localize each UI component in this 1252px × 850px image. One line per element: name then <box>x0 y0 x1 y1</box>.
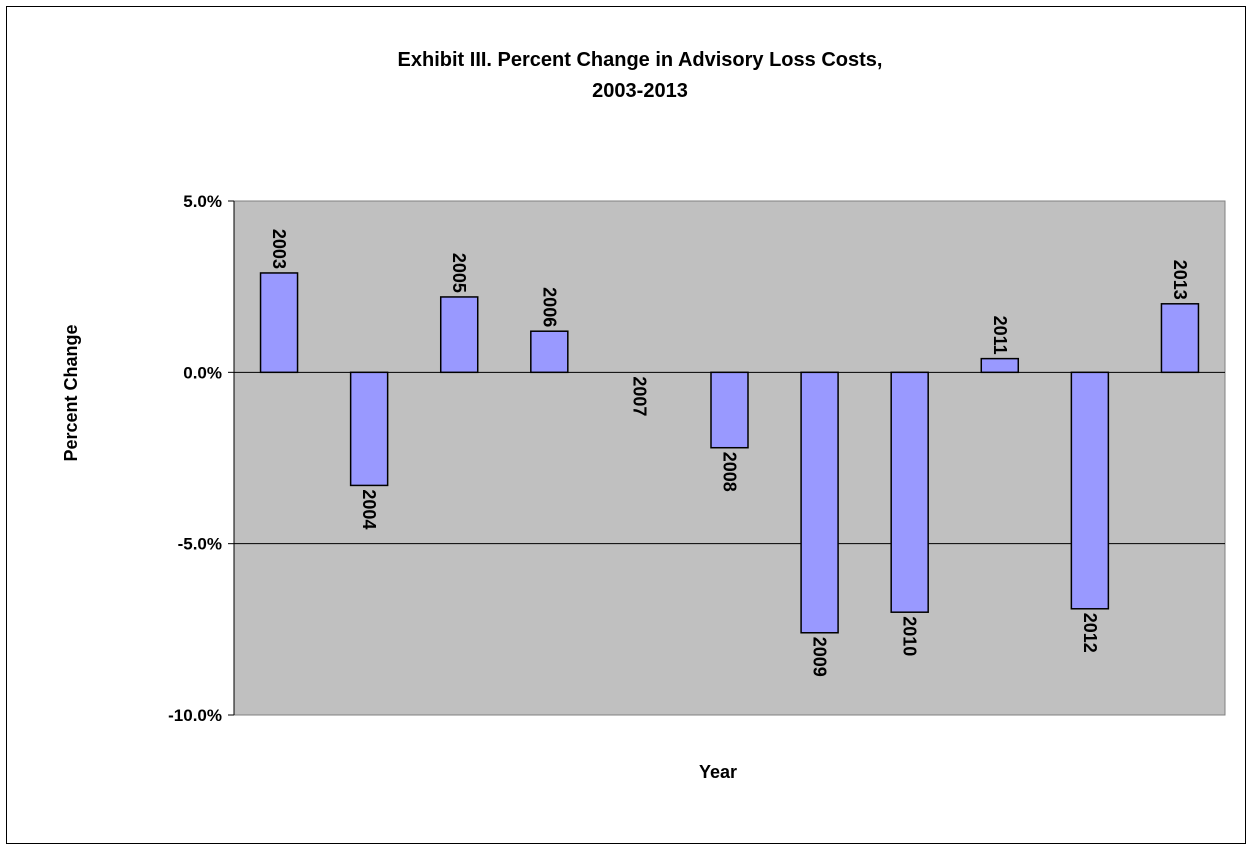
plot-area <box>233 200 1226 716</box>
data-label-2005: 2005 <box>449 253 469 293</box>
data-label-2008: 2008 <box>720 452 740 492</box>
bar-2009 <box>800 371 839 634</box>
bars <box>259 272 1200 634</box>
bar-2005 <box>439 296 479 374</box>
data-label-2006: 2006 <box>539 287 559 327</box>
bar-2006 <box>530 330 569 374</box>
chart-title-line-1: Exhibit III. Percent Change in Advisory … <box>398 49 883 71</box>
data-label-2004: 2004 <box>359 489 379 529</box>
bar-2008 <box>710 371 749 449</box>
data-label-2012: 2012 <box>1080 613 1100 653</box>
y-tick-label: 5.0% <box>183 192 222 211</box>
data-label-2003: 2003 <box>269 229 289 269</box>
chart-title-line-2: 2003-2013 <box>592 80 688 102</box>
bar-2003 <box>259 272 299 374</box>
data-label-2013: 2013 <box>1170 260 1190 300</box>
y-axis-title: Percent Change <box>61 324 81 461</box>
y-tick-label: 0.0% <box>183 363 222 382</box>
x-axis-title: Year <box>699 762 737 782</box>
bar-2010 <box>890 371 929 613</box>
bar-2011 <box>980 357 1020 374</box>
data-label-2011: 2011 <box>990 316 1010 355</box>
data-label-2007: 2007 <box>629 376 649 416</box>
bar-2012 <box>1070 371 1110 610</box>
bar-2013 <box>1160 303 1200 374</box>
data-label-2010: 2010 <box>900 616 920 656</box>
bar-2004 <box>349 371 389 487</box>
data-labels: 2003 2004 2005 2006 2007 2008 2009 2010 2011 2012… <box>269 229 1190 677</box>
y-axis-tick-labels: 5.0% 0.0% -5.0% -10.0% <box>168 192 234 725</box>
y-tick-label: -10.0% <box>168 706 222 725</box>
data-label-2009: 2009 <box>810 637 830 677</box>
y-tick-label: -5.0% <box>178 535 222 554</box>
